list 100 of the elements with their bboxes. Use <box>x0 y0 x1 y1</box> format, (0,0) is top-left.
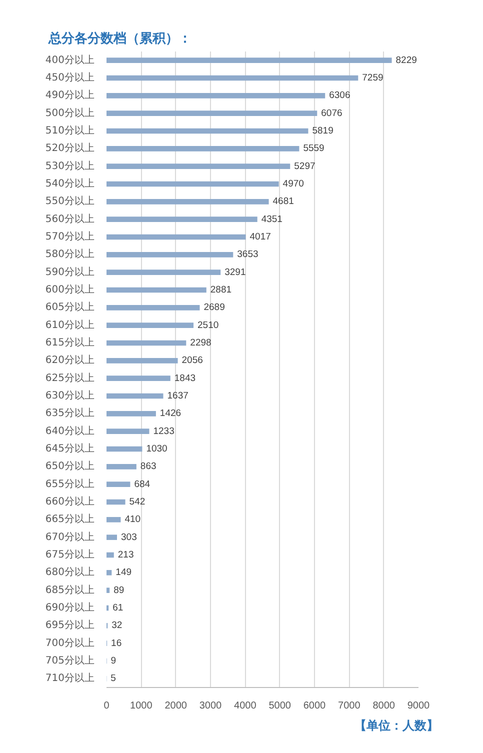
y-tick-label: 630分以上 <box>45 390 95 402</box>
bar <box>106 110 318 116</box>
y-tick-label: 570分以上 <box>45 230 95 242</box>
bar <box>106 322 194 328</box>
bar <box>106 411 156 416</box>
data-label: 2298 <box>190 338 212 348</box>
bar <box>106 93 326 98</box>
data-label: 2689 <box>204 302 225 314</box>
chart-title: 总分各分数档（累积）： <box>48 30 192 46</box>
y-tick-label: 590分以上 <box>45 266 95 278</box>
data-label: 4681 <box>272 196 294 208</box>
y-tick-label: 670分以上 <box>45 530 95 543</box>
bar <box>106 199 269 204</box>
y-tick-label: 580分以上 <box>45 248 95 260</box>
y-tick-label: 675分以上 <box>45 548 95 560</box>
x-tick-label: 6000 <box>303 700 326 712</box>
data-label: 5559 <box>303 143 324 154</box>
y-tick-label: 400分以上 <box>45 54 95 66</box>
y-tick-label: 450分以上 <box>45 72 95 84</box>
bar <box>106 517 121 522</box>
data-label: 684 <box>134 478 150 490</box>
bar <box>106 270 221 275</box>
bar <box>106 446 142 452</box>
y-tick-label: 645分以上 <box>45 442 95 454</box>
bar <box>106 570 112 576</box>
text: 【单位：人数】 <box>354 718 438 732</box>
bar <box>106 216 258 222</box>
bar <box>106 534 118 540</box>
bar <box>106 358 178 364</box>
bar <box>106 588 110 593</box>
bar <box>106 428 150 434</box>
bar <box>106 376 170 381</box>
y-tick-label: 550分以上 <box>45 195 95 208</box>
y-tick-label: 540分以上 <box>45 178 95 190</box>
bar <box>106 287 206 293</box>
x-tick-label: 4000 <box>234 700 257 712</box>
data-label: 7259 <box>362 72 384 84</box>
x-tick-label: 3000 <box>199 700 222 712</box>
y-tick-label: 520分以上 <box>45 142 95 154</box>
y-tick-label: 625分以上 <box>45 372 95 384</box>
y-tick-label: 530分以上 <box>45 160 95 172</box>
y-tick-label: 710分以上 <box>45 672 95 684</box>
bar <box>106 234 246 240</box>
bar <box>106 252 234 258</box>
data-label: 8229 <box>396 54 417 66</box>
data-label: 863 <box>140 461 156 472</box>
data-label: 4351 <box>261 214 282 225</box>
y-tick-label: 705分以上 <box>45 654 95 666</box>
bar <box>106 482 130 487</box>
bar <box>106 181 279 187</box>
y-tick-label: 560分以上 <box>45 212 95 225</box>
data-label: 5297 <box>294 160 316 172</box>
y-tick-label: 680分以上 <box>45 566 95 578</box>
y-tick-label: 695分以上 <box>45 619 95 632</box>
data-label: 3653 <box>237 249 258 260</box>
y-tick-label: 690分以上 <box>45 602 95 614</box>
y-tick-label: 700分以上 <box>45 636 95 649</box>
data-label: 1426 <box>160 408 182 420</box>
x-tick-label: 2000 <box>164 700 188 712</box>
data-label: 1637 <box>167 390 188 402</box>
bar <box>106 340 186 346</box>
data-label: 1030 <box>146 444 168 454</box>
data-label: 4970 <box>282 178 304 190</box>
data-label: 2056 <box>182 355 203 366</box>
bar <box>106 393 164 399</box>
y-tick-label: 615分以上 <box>45 336 95 348</box>
data-label: 61 <box>112 602 124 614</box>
data-label: 89 <box>114 584 124 596</box>
bar <box>106 552 114 558</box>
bar <box>106 58 392 63</box>
bar <box>106 75 358 81</box>
x-tick-label: 5000 <box>268 700 292 712</box>
x-tick-label: 7000 <box>338 700 361 712</box>
data-label: 1843 <box>174 372 196 384</box>
x-tick-label: 9000 <box>407 700 430 712</box>
data-label: 9 <box>110 656 116 666</box>
bar <box>106 164 290 169</box>
data-label: 5 <box>110 673 116 684</box>
data-label: 542 <box>129 496 146 508</box>
y-tick-label: 600分以上 <box>45 284 95 296</box>
x-tick-label: 1000 <box>130 700 153 712</box>
bar <box>106 499 126 505</box>
y-tick-label: 650分以上 <box>45 460 95 472</box>
x-tick-label: 8000 <box>372 700 396 712</box>
bar <box>106 146 300 152</box>
y-tick-label: 510分以上 <box>45 124 95 136</box>
bar <box>106 128 308 134</box>
y-tick-label: 500分以上 <box>45 106 95 119</box>
data-label: 1233 <box>153 426 174 437</box>
data-label: 303 <box>121 532 137 543</box>
y-tick-label: 635分以上 <box>45 407 95 420</box>
data-label: 149 <box>116 567 132 578</box>
bar <box>106 464 136 470</box>
data-label: 3291 <box>224 266 246 278</box>
data-label: 4017 <box>250 232 271 242</box>
data-label: 32 <box>112 620 122 632</box>
y-tick-label: 605分以上 <box>45 301 95 314</box>
data-label: 213 <box>118 550 134 560</box>
y-tick-label: 610分以上 <box>45 318 95 331</box>
data-label: 6306 <box>329 90 350 102</box>
